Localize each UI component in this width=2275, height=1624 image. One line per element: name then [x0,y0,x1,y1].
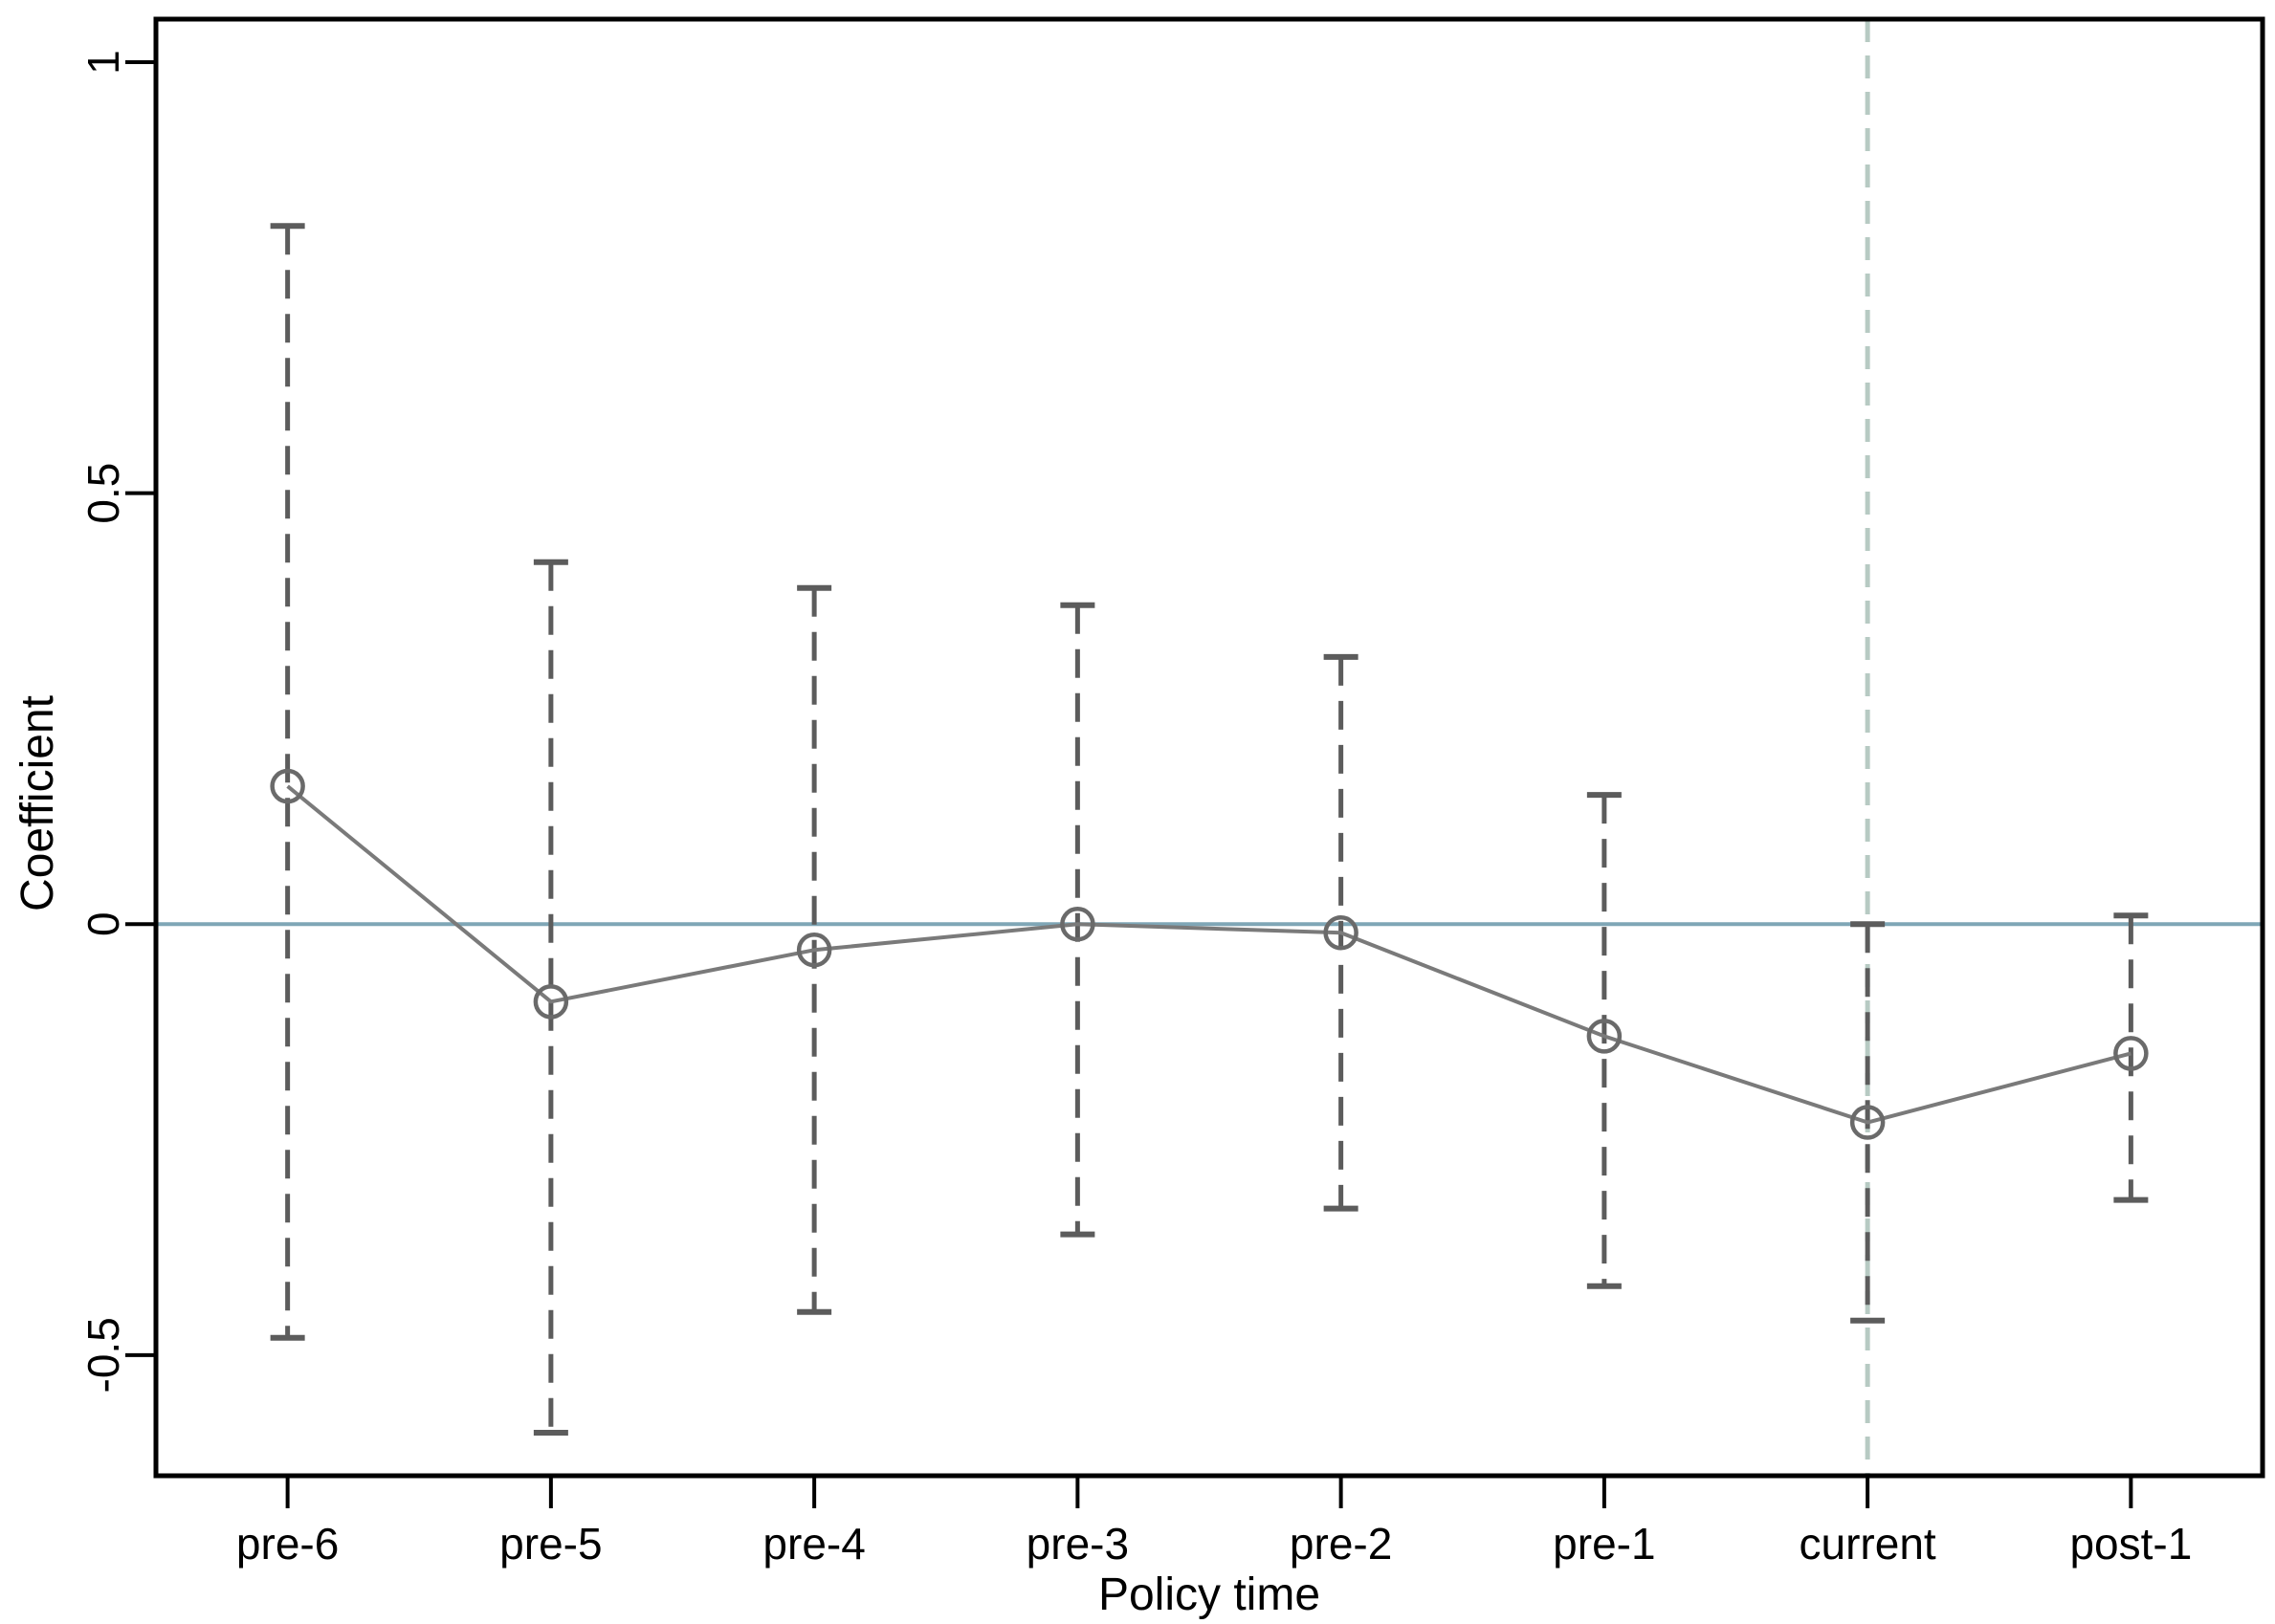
axis-tick-labels-layer: 1 0.5 0 -0.5 pre-6 pre-5 pre-4 pre-3 pre-2 pre-1 c… [78,50,2192,1569]
x-tick-label: pre-4 [762,1519,865,1569]
data-point-marker [1060,906,1095,942]
y-tick-label: 1 [78,50,128,75]
coefficient-series-line [286,784,2131,1125]
data-point-marker [1323,915,1358,951]
y-tick-label: 0 [78,911,128,936]
x-tick-label: pre-6 [236,1519,339,1569]
data-markers-layer [270,768,2149,1140]
x-tick-label: pre-3 [1027,1519,1129,1569]
x-tick-label: pre-5 [499,1519,602,1569]
x-tick-label: pre-2 [1290,1519,1392,1569]
data-point-marker [270,768,305,804]
plot-frame-layer [153,16,2265,1479]
y-axis-title: Coefficient [12,695,63,911]
x-tick-label: post-1 [2069,1519,2192,1569]
y-tick-label: -0.5 [78,1317,128,1393]
data-point-marker [533,984,569,1020]
data-point-marker [796,933,832,968]
y-tick-label: 0.5 [78,463,128,524]
data-point-marker [2113,1036,2149,1071]
reference-lines-layer [156,19,2263,1476]
data-point-marker [1849,1105,1886,1140]
x-axis-title: Policy time [1098,1569,1320,1620]
x-tick-label: current [1800,1519,1936,1569]
x-tick-label: pre-1 [1553,1519,1655,1569]
series-line-layer [286,784,2131,1125]
data-point-marker [1586,1019,1623,1054]
plot-frame [153,16,2265,1479]
axis-ticks-layer [125,60,2133,1508]
